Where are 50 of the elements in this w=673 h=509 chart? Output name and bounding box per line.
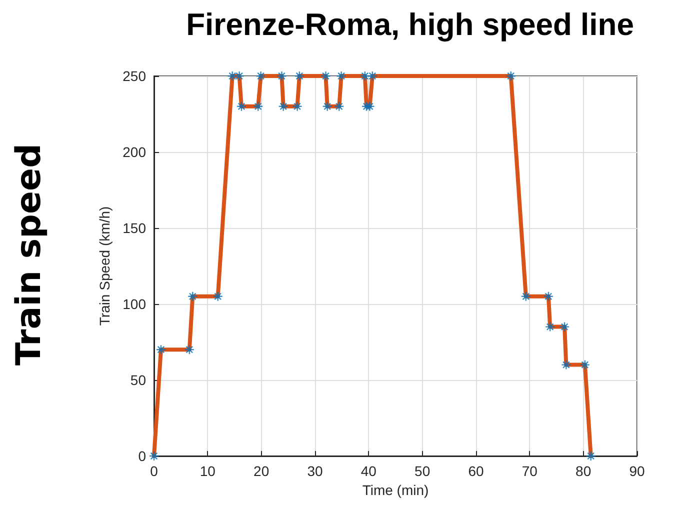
point xyxy=(367,70,378,82)
point xyxy=(559,322,570,332)
y-tick-label: 250 xyxy=(122,68,146,84)
x-tick-label: 10 xyxy=(200,463,216,479)
x-axis-title: Time (min) xyxy=(362,482,429,498)
x-tick-label: 60 xyxy=(468,463,484,479)
point xyxy=(520,291,532,302)
point xyxy=(561,360,572,370)
x-tick-label: 0 xyxy=(150,463,158,479)
point xyxy=(334,101,344,112)
chart-title: Firenze-Roma, high speed line xyxy=(186,7,634,42)
x-tick-label: 90 xyxy=(629,463,645,479)
point xyxy=(212,291,223,302)
point xyxy=(278,101,288,112)
point xyxy=(506,70,516,82)
x-tick-label: 30 xyxy=(307,463,323,479)
point xyxy=(336,70,346,82)
point xyxy=(276,70,287,82)
point xyxy=(227,70,238,82)
point xyxy=(360,70,370,82)
point xyxy=(256,70,266,82)
point xyxy=(322,101,332,112)
y-axis-title: Train Speed (km/h) xyxy=(96,206,113,326)
x-tick-label: 70 xyxy=(522,463,538,479)
point xyxy=(184,344,195,355)
y-tick-label: 150 xyxy=(122,220,146,236)
point xyxy=(320,70,331,82)
point xyxy=(543,291,554,302)
x-tick-label: 50 xyxy=(414,463,430,479)
y-tick-label: 0 xyxy=(138,448,146,464)
point xyxy=(586,450,596,462)
x-tick-label: 20 xyxy=(254,463,270,479)
point xyxy=(236,101,247,112)
point xyxy=(156,344,166,355)
text: Train speed xyxy=(9,144,49,366)
x-tick-label: 40 xyxy=(360,463,377,479)
point xyxy=(544,322,556,332)
point xyxy=(234,70,244,82)
point xyxy=(188,291,198,302)
point xyxy=(253,101,264,112)
y-tick-label: 50 xyxy=(130,372,146,388)
point xyxy=(148,450,160,462)
point xyxy=(292,101,302,112)
y-tick-label: 100 xyxy=(122,296,146,312)
point xyxy=(294,70,305,82)
x-tick-label: 80 xyxy=(576,463,592,479)
y-tick-label: 200 xyxy=(122,144,146,160)
point xyxy=(364,101,375,112)
point xyxy=(361,101,372,112)
point xyxy=(580,360,590,370)
